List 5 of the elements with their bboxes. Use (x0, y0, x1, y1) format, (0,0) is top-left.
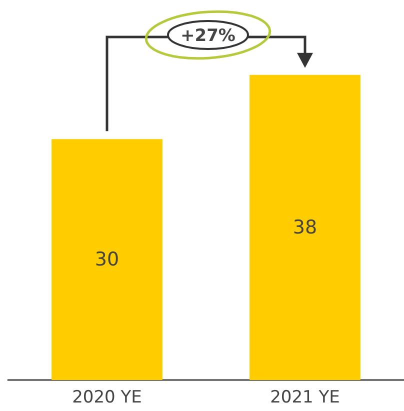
text: +27% (180, 26, 236, 46)
data-label: 30 (94, 248, 120, 271)
x-tick-label: 2021 YE (270, 388, 340, 408)
x-tick-label: 2020 YE (72, 388, 142, 408)
data-label: 38 (292, 216, 318, 238)
